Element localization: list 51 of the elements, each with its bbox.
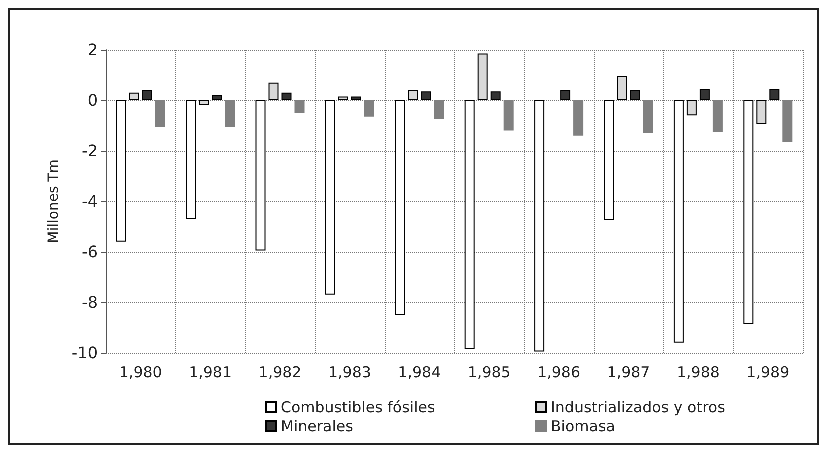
x-tick-label: 1,985 <box>468 364 511 382</box>
y-tick-label: -10 <box>72 344 98 362</box>
y-tick-label: -4 <box>82 192 98 211</box>
bar <box>199 100 210 106</box>
y-tick-label: -2 <box>82 142 98 160</box>
bar <box>338 96 348 100</box>
x-tick-label: 1,986 <box>538 364 581 382</box>
bar <box>560 90 571 100</box>
bar <box>686 100 697 116</box>
bar <box>604 100 614 220</box>
y-tick-label: 0 <box>88 91 98 110</box>
legend-label: Minerales <box>281 418 354 436</box>
bar <box>630 90 640 100</box>
bar <box>268 82 279 100</box>
bar <box>129 92 140 100</box>
bar <box>212 95 222 100</box>
y-tick-label: -8 <box>82 293 98 312</box>
bar <box>116 100 126 242</box>
x-tick-label: 1,987 <box>607 364 650 382</box>
bar <box>464 100 475 350</box>
x-tick-label: 1,988 <box>676 364 720 382</box>
legend-label: Industrializados y otros <box>551 398 726 416</box>
bar <box>744 100 754 324</box>
x-tick-label: 1,980 <box>119 364 162 382</box>
bar <box>534 100 545 352</box>
bar <box>395 100 406 316</box>
y-tick-label: -6 <box>82 242 98 262</box>
x-tick-label: 1,982 <box>258 364 302 382</box>
bar <box>325 100 336 295</box>
bar <box>142 90 152 100</box>
bar <box>674 100 684 343</box>
bar <box>478 54 488 100</box>
x-tick-label: 1,981 <box>189 364 232 382</box>
legend-label: Biomasa <box>551 418 616 436</box>
bar <box>186 100 196 220</box>
y-tick-label: 2 <box>88 40 98 60</box>
y-axis-title: Millones Tm <box>46 160 62 244</box>
x-tick-label: 1,989 <box>746 364 790 382</box>
bar <box>770 89 780 100</box>
bar <box>282 92 292 100</box>
x-tick-label: 1,983 <box>328 364 372 382</box>
bar <box>756 100 767 124</box>
bar <box>617 76 628 100</box>
legend-label: Combustibles fósiles <box>281 398 436 416</box>
bar <box>408 90 418 100</box>
bar <box>351 96 362 100</box>
bar <box>700 89 710 100</box>
bar <box>421 92 432 100</box>
bar <box>256 100 266 251</box>
bar <box>490 92 501 100</box>
x-tick-label: 1,984 <box>398 364 442 382</box>
